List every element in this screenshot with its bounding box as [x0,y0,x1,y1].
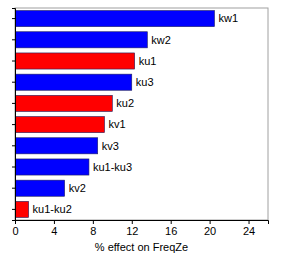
category-label: ku2 [116,97,134,109]
x-axis: 0 4 8 12 16 20 24 [12,220,268,237]
x-tick-mark [93,220,94,224]
y-tick [12,82,15,83]
plot-frame [15,8,268,220]
y-tick-mark [12,82,15,83]
y-tick-mark [12,103,15,104]
category-label: kv3 [102,140,119,152]
bar [15,11,214,27]
y-tick [12,39,15,40]
y-tick [12,18,15,19]
bar [15,138,98,154]
x-tick: 20 [204,220,216,237]
category-label: ku1 [139,55,157,67]
x-tick: 8 [90,220,96,237]
bars [15,11,214,218]
y-axis-line [12,9,16,221]
x-tick: 0 [12,220,18,237]
category-label: ku1-ku3 [93,161,132,173]
category-label: kv2 [69,182,86,194]
x-tick-mark [54,220,55,224]
bar-labels: kw1 kw2 ku1 ku3ku2 kv1 kv3 ku1-ku3 kv2 ku1-ku2 [33,12,238,215]
bar [15,180,65,196]
category-label: ku1-ku2 [33,203,72,215]
x-tick-label: 16 [165,225,177,237]
y-tick-mark [12,61,15,62]
x-tick-label: 0 [12,225,18,237]
y-tick [12,209,15,210]
y-tick-mark [12,18,15,19]
x-axis-line [16,221,269,225]
x-tick: 16 [165,220,177,237]
x-axis-title: % effect on FreqZe [95,241,188,253]
y-tick-mark [12,145,15,146]
bar [15,53,135,69]
y-tick [12,145,15,146]
y-tick-mark [12,167,15,168]
x-tick-mark [210,220,211,224]
y-tick-mark [12,39,15,40]
chart: kw1 kw2 ku1 ku3ku2 kv1 kv3 ku1-ku3 kv2 ku1-ku2 0 4… [0,0,282,263]
bar [15,32,147,48]
y-tick-mark [12,188,15,189]
x-tick-label: 8 [90,225,96,237]
y-tick [12,167,15,168]
bar [15,95,112,111]
y-tick [12,188,15,189]
bar [15,201,29,217]
bar [15,74,132,90]
x-tick-label: 12 [126,225,138,237]
x-tick-mark [15,220,16,224]
x-tick: 24 [243,220,255,237]
x-tick: 12 [126,220,138,237]
plot: kw1 kw2 ku1 ku3ku2 kv1 kv3 ku1-ku3 kv2 ku1-ku2 0 4… [12,8,269,237]
y-tick [12,61,15,62]
y-tick-mark [12,209,15,210]
bar [15,117,105,133]
x-tick-mark [171,220,172,224]
x-tick-mark [132,220,133,224]
y-tick-mark [12,124,15,125]
x-tick-label: 4 [51,225,57,237]
bar [15,159,89,175]
x-tick: 4 [51,220,57,237]
x-tick-mark [249,220,250,224]
x-tick-label: 20 [204,225,216,237]
category-label: kv1 [109,118,126,130]
category-label: kw1 [218,12,238,24]
y-tick [12,124,15,125]
y-axis [12,9,16,221]
x-tick-label: 24 [243,225,255,237]
category-label: ku3 [136,76,154,88]
category-label: kw2 [151,34,171,46]
y-tick [12,103,15,104]
